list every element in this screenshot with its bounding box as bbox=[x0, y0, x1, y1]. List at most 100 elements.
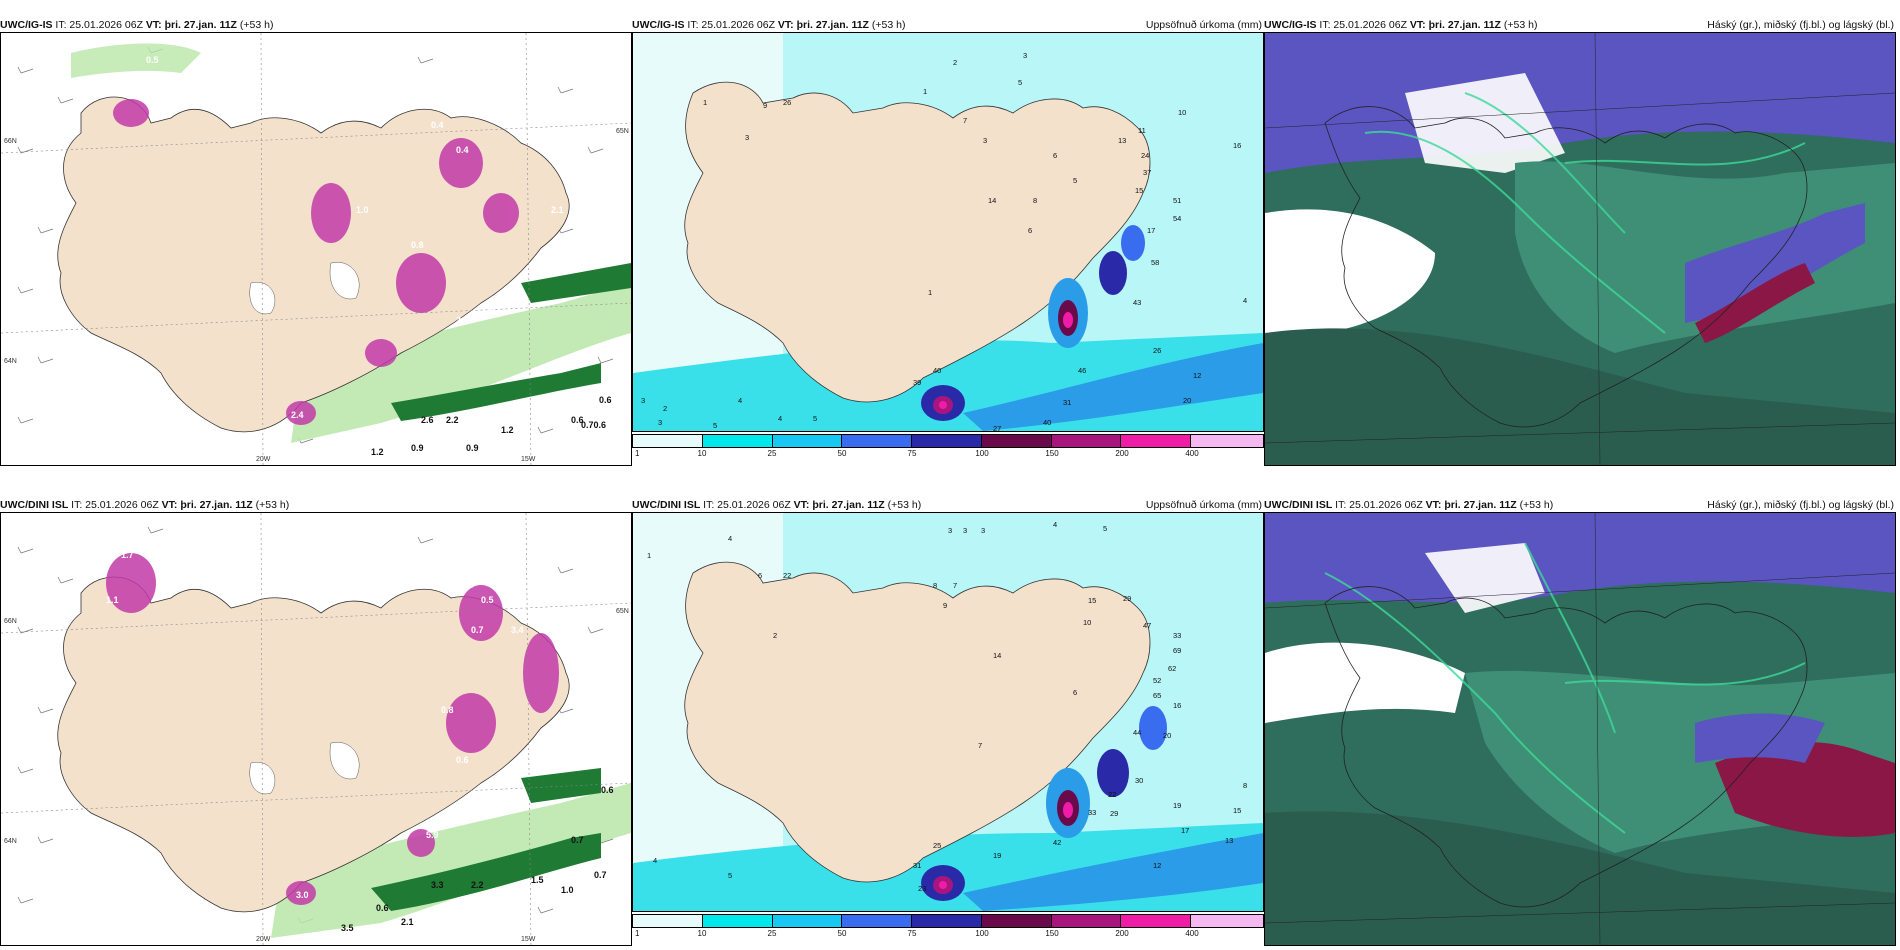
point-value: 6 bbox=[1073, 688, 1077, 697]
value-label: 2.5 bbox=[456, 315, 469, 325]
iceland-outline bbox=[1324, 586, 1808, 908]
panel-header: UWC/IG-IS IT: 25.01.2026 06Z VT: þri. 27… bbox=[1264, 18, 1896, 32]
value-label: 0.6 bbox=[456, 755, 469, 765]
lat-label: 66N bbox=[4, 618, 17, 625]
map-frame[interactable]: 66N 64N 65N 20W 15W 0.5 0.4 0.4 1.0 0.8 … bbox=[0, 32, 632, 466]
valid-time: VT: þri. 27.jan. 11Z bbox=[1425, 499, 1517, 511]
precipitation-map: 1 2 3 3 4 5 9 26 3 1 3 7 6 5 14 8 13 11 … bbox=[633, 33, 1263, 431]
colorbar-swatch bbox=[702, 435, 773, 447]
point-value: 6 bbox=[1028, 226, 1032, 235]
colorbar-swatch bbox=[912, 915, 982, 927]
value-label: 0.6 bbox=[376, 903, 389, 913]
point-value: 20 bbox=[1163, 731, 1171, 740]
lat-label: 65N bbox=[616, 608, 629, 615]
value-label: 0.4 bbox=[456, 145, 469, 155]
point-value: 20 bbox=[1183, 396, 1191, 405]
colorbar-label: 10 bbox=[697, 929, 707, 938]
point-value: 4 bbox=[1053, 520, 1057, 529]
point-value: 14 bbox=[988, 196, 996, 205]
panel-header: UWC/DINI ISL IT: 25.01.2026 06Z VT: þri.… bbox=[1264, 498, 1896, 512]
point-value: 23 bbox=[918, 884, 926, 893]
panel-title: Uppsöfnuð úrkoma (mm) bbox=[1145, 499, 1262, 511]
init-time: IT: 25.01.2026 06Z bbox=[687, 19, 775, 31]
precip-colorbar: 1 10 25 50 75 100 150 200 400 bbox=[632, 434, 1264, 464]
colorbar-labels: 1 10 25 50 75 100 150 200 400 bbox=[632, 449, 1264, 461]
value-label: 1.0 bbox=[561, 885, 574, 895]
map-frame[interactable]: 1 4 3 3 3 4 5 6 22 2 8 9 7 14 10 15 29 4… bbox=[632, 512, 1264, 912]
value-label: 3.0 bbox=[296, 890, 309, 900]
panel-uwc-ig-is-precipitation: UWC/IG-IS IT: 25.01.2026 06Z VT: þri. 27… bbox=[632, 18, 1264, 466]
map-frame[interactable]: 66N 64N 65N 20W 15W 1.7 1.1 1.3 0.5 0.7 … bbox=[0, 512, 632, 946]
colorbar-labels: 1 10 25 50 75 100 150 200 400 bbox=[632, 929, 1264, 941]
point-value: 2 bbox=[773, 631, 777, 640]
map-frame[interactable] bbox=[1264, 32, 1896, 466]
value-label: 1.3 bbox=[461, 580, 474, 590]
point-value: 26 bbox=[783, 98, 791, 107]
point-value: 22 bbox=[783, 571, 791, 580]
point-value: 3 bbox=[641, 396, 645, 405]
precip-maxima bbox=[921, 225, 1145, 421]
value-label: 1.5 bbox=[531, 875, 544, 885]
point-value: 51 bbox=[1173, 196, 1181, 205]
init-time: IT: 25.01.2026 06Z bbox=[1319, 19, 1407, 31]
point-value: 52 bbox=[1153, 676, 1161, 685]
colorbar-swatch bbox=[981, 435, 1052, 447]
wind-snow-map: 66N 64N 65N 20W 15W 0.5 0.4 0.4 1.0 0.8 … bbox=[1, 33, 631, 465]
point-value: 8 bbox=[1033, 196, 1037, 205]
point-value: 40 bbox=[1043, 418, 1051, 427]
point-value: 1 bbox=[647, 551, 651, 560]
colorbar-swatch bbox=[1051, 915, 1122, 927]
point-value: 15 bbox=[1088, 596, 1096, 605]
value-label: 0.7 bbox=[571, 835, 584, 845]
point-value: 3 bbox=[983, 136, 987, 145]
point-value: 3 bbox=[963, 526, 967, 535]
value-label: 0.8 bbox=[441, 705, 454, 715]
value-label: 0.70.6 bbox=[581, 420, 606, 430]
colorbar-swatch bbox=[772, 435, 843, 447]
colorbar-label: 200 bbox=[1115, 449, 1129, 458]
panel-uwc-ig-is-clouds: UWC/IG-IS IT: 25.01.2026 06Z VT: þri. 27… bbox=[1264, 18, 1896, 466]
lon-label: 15W bbox=[521, 936, 536, 943]
colorbar-label: 150 bbox=[1045, 449, 1059, 458]
lead-time: (+53 h) bbox=[239, 19, 274, 31]
point-value: 62 bbox=[1168, 664, 1176, 673]
point-value: 10 bbox=[1178, 108, 1186, 117]
point-value: 4 bbox=[1243, 296, 1247, 305]
snow-areas bbox=[113, 99, 519, 425]
point-value: 9 bbox=[763, 101, 767, 110]
colorbar-label: 1 bbox=[635, 449, 640, 458]
value-label: 1.1 bbox=[106, 595, 119, 605]
rain-band-north bbox=[71, 43, 201, 78]
model-name: UWC/DINI ISL bbox=[632, 499, 701, 511]
point-value: 8 bbox=[933, 581, 937, 590]
init-time: IT: 25.01.2026 06Z bbox=[703, 499, 791, 511]
map-frame[interactable] bbox=[1264, 512, 1896, 946]
iceland-outline bbox=[1324, 106, 1808, 428]
point-value: 58 bbox=[1151, 258, 1159, 267]
lead-time: (+53 h) bbox=[1519, 499, 1554, 511]
colorbar-swatch bbox=[981, 915, 1052, 927]
point-value: 65 bbox=[1153, 691, 1161, 700]
point-value: 7 bbox=[978, 741, 982, 750]
point-value: 47 bbox=[1143, 621, 1151, 630]
colorbar-label: 1 bbox=[635, 929, 640, 938]
value-label: 1.0 bbox=[356, 205, 369, 215]
lon-label: 15W bbox=[521, 456, 536, 463]
point-value: 40 bbox=[933, 366, 941, 375]
point-value: 16 bbox=[1173, 701, 1181, 710]
point-value: 31 bbox=[1063, 398, 1071, 407]
map-frame[interactable]: 1 2 3 3 4 5 9 26 3 1 3 7 6 5 14 8 13 11 … bbox=[632, 32, 1264, 432]
value-label: 0.7 bbox=[471, 625, 484, 635]
cloud-cover-map bbox=[1265, 513, 1895, 945]
point-value: 39 bbox=[913, 378, 921, 387]
point-value: 3 bbox=[1023, 51, 1027, 60]
colorbar-label: 50 bbox=[837, 929, 847, 938]
point-value: 13 bbox=[1225, 836, 1233, 845]
init-time: IT: 25.01.2026 06Z bbox=[71, 499, 159, 511]
colorbar-label: 75 bbox=[907, 929, 917, 938]
point-value: 3 bbox=[948, 526, 952, 535]
panel-uwc-dini-isl-clouds: UWC/DINI ISL IT: 25.01.2026 06Z VT: þri.… bbox=[1264, 498, 1896, 946]
point-value: 9 bbox=[943, 601, 947, 610]
lat-label: 66N bbox=[4, 138, 17, 145]
value-label: 0.5 bbox=[481, 595, 494, 605]
